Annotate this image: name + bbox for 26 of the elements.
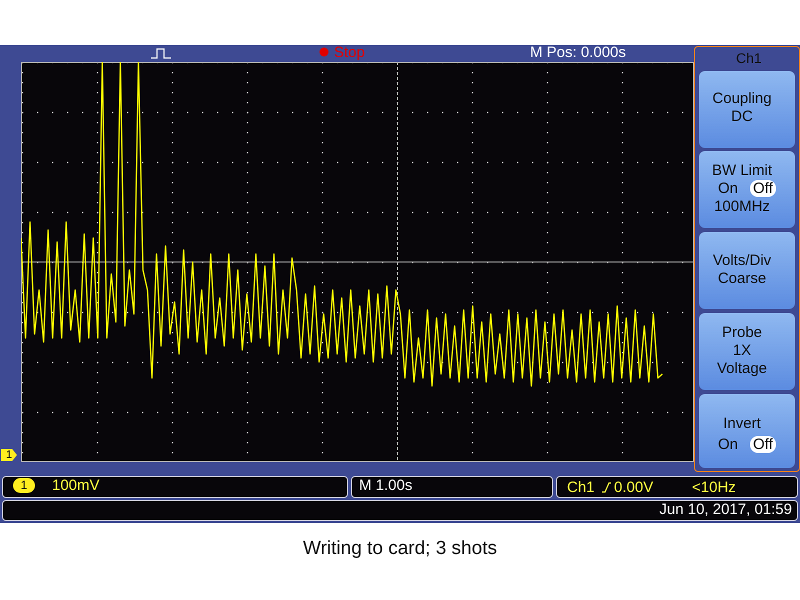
text: 100MHz xyxy=(713,198,771,215)
text: On xyxy=(718,180,738,197)
text: 1 xyxy=(13,478,35,493)
text: Coarse xyxy=(716,270,768,287)
text: Jun 10, 2017, 01:59 xyxy=(658,501,792,518)
text: 100mV xyxy=(52,477,100,494)
text: Ch1 xyxy=(736,50,762,66)
text: Stop xyxy=(334,44,365,61)
text: DC xyxy=(730,108,754,125)
text: BW Limit xyxy=(711,162,773,179)
text: Coupling xyxy=(711,90,773,107)
text: Volts/Div xyxy=(712,252,772,269)
text: Ch1 xyxy=(567,479,595,496)
text: M Pos: 0.000s xyxy=(530,44,626,61)
text: Off xyxy=(750,436,776,453)
text: Off xyxy=(750,180,776,197)
text: On xyxy=(718,436,738,453)
text: 1 xyxy=(1,449,17,461)
text: 0.00V xyxy=(614,479,654,496)
text: 1X xyxy=(732,342,752,359)
text: Invert xyxy=(722,415,762,432)
text: Probe xyxy=(720,324,764,341)
text: <10Hz xyxy=(692,479,736,496)
text: M 1.00s xyxy=(359,477,412,494)
text: Voltage xyxy=(716,360,768,377)
text: Writing to card; 3 shots xyxy=(302,538,498,560)
